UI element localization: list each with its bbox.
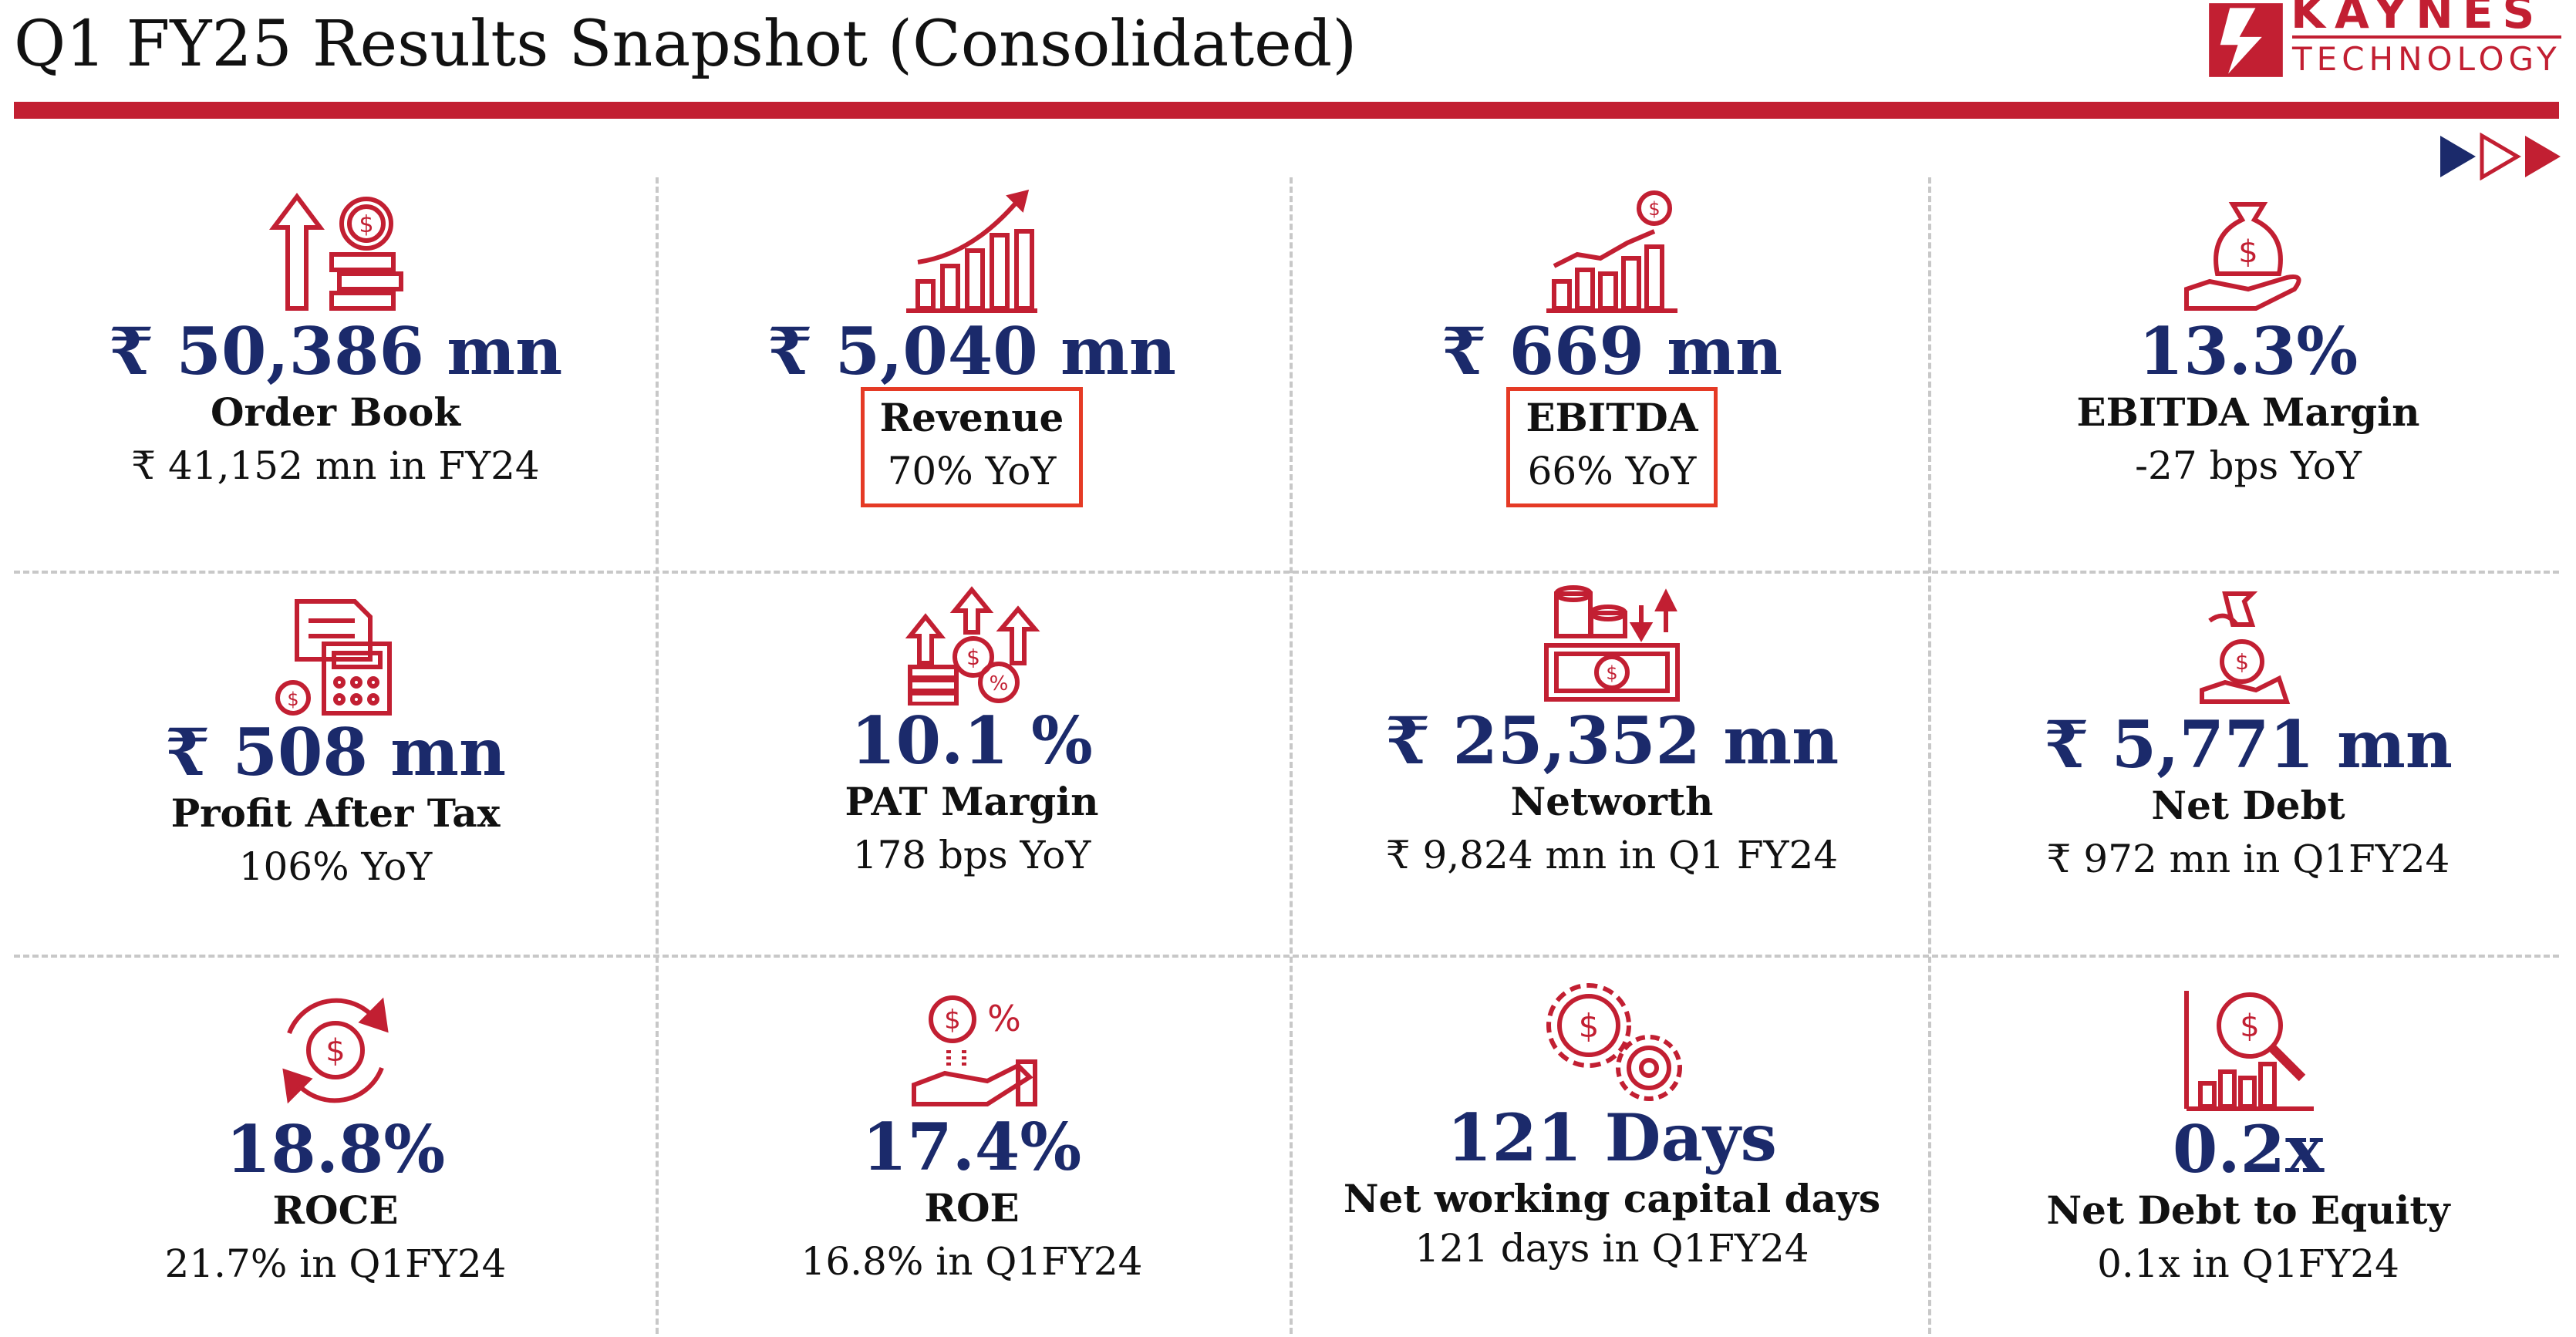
header-divider (14, 102, 2559, 119)
metric-card-ebitda: $ ₹ 669 mn EBITDA 66% YoY (1307, 189, 1917, 508)
metric-sub: -27 bps YoY (2135, 443, 2362, 489)
order-book-icon: $ (269, 193, 403, 311)
svg-text:$: $ (944, 1005, 961, 1036)
metric-card-order-book: $ ₹ 50,386 mn Order Book ₹ 41,152 mn in … (31, 189, 640, 495)
svg-text:$: $ (2235, 649, 2249, 675)
metric-card-roce: $ 18.8% ROCE 21.7% in Q1FY24 (31, 987, 640, 1293)
metric-value: ₹ 5,771 mn (2044, 706, 2453, 783)
metric-card-debt-equity: $ 0.2x Net Debt to Equity 0.1x in Q1FY24 (1944, 987, 2553, 1293)
metric-label: Order Book (210, 389, 461, 436)
growth-percent-icon: $ % (905, 586, 1040, 706)
svg-text:$: $ (1606, 662, 1617, 684)
column-divider (1290, 177, 1293, 1334)
metric-card-ebitda-margin: $ 13.3% EBITDA Margin -27 bps YoY (1944, 189, 2553, 495)
metric-sub: 70% YoY (887, 449, 1057, 494)
metric-label: Networth (1510, 779, 1714, 825)
svg-text:$: $ (2238, 234, 2257, 270)
metric-label: Net Debt (2151, 783, 2345, 829)
metric-sub: 21.7% in Q1FY24 (164, 1241, 507, 1287)
metric-value: 0.2x (2172, 1111, 2325, 1187)
metric-value: 121 Days (1447, 1100, 1777, 1176)
calculator-coins-icon: $ (275, 599, 392, 716)
metric-sub: 0.1x in Q1FY24 (2097, 1241, 2399, 1287)
gears-money-icon: $ (1546, 983, 1682, 1101)
metric-sub: 16.8% in Q1FY24 (801, 1239, 1143, 1285)
company-logo: KAYNES TECHNOLOGY (2206, 0, 2576, 85)
row-divider (14, 571, 2559, 574)
metric-label: Profit After Tax (170, 790, 501, 837)
metric-value: ₹ 25,352 mn (1384, 702, 1839, 779)
kaynes-logo-icon (2209, 3, 2283, 77)
metric-value: ₹ 669 mn (1441, 313, 1783, 389)
metric-label: Net Debt to Equity (2046, 1187, 2450, 1234)
highlight-box: EBITDA 66% YoY (1506, 387, 1718, 508)
metric-card-revenue: ₹ 5,040 mn Revenue 70% YoY (671, 189, 1273, 508)
metric-value: 10.1 % (851, 702, 1093, 779)
column-divider (656, 177, 659, 1334)
metric-label: PAT Margin (845, 779, 1099, 825)
ebitda-chart-icon: $ (1546, 190, 1677, 313)
metric-sub: ₹ 41,152 mn in FY24 (131, 443, 540, 489)
play-arrows-icon (2440, 133, 2561, 180)
metric-card-roe: $ % 17.4% ROE 16.8% in Q1FY24 (671, 988, 1273, 1291)
svg-text:%: % (987, 998, 1021, 1039)
metric-sub: ₹ 972 mn in Q1FY24 (2046, 837, 2450, 882)
metric-card-nwc-days: $ 121 Days Net working capital days 121 … (1307, 975, 1917, 1274)
metric-value: 18.8% (225, 1111, 446, 1187)
metric-label: ROCE (272, 1187, 399, 1234)
logo-wordmark: KAYNES (2291, 0, 2544, 39)
highlight-box: Revenue 70% YoY (860, 387, 1084, 508)
metric-value: ₹ 50,386 mn (108, 313, 563, 389)
metric-card-networth: $ ₹ 25,352 mn Networth ₹ 9,824 mn in Q1 … (1307, 582, 1917, 884)
row-divider (14, 955, 2559, 958)
metric-card-net-debt: $ ₹ 5,771 mn Net Debt ₹ 972 mn in Q1FY24 (1944, 586, 2553, 888)
svg-text:$: $ (325, 1033, 345, 1069)
magnifier-chart-icon: $ (2184, 991, 2314, 1111)
metric-label: ROE (924, 1185, 1020, 1231)
metric-label: Revenue (879, 395, 1064, 441)
metric-sub: 178 bps YoY (852, 833, 1091, 878)
hand-percent-icon: $ % (912, 995, 1037, 1106)
return-cycle-icon: $ (282, 997, 389, 1104)
metric-sub: 106% YoY (238, 844, 433, 890)
metric-label: EBITDA Margin (2076, 389, 2420, 436)
metric-sub: ₹ 9,824 mn in Q1 FY24 (1385, 833, 1839, 878)
metric-card-pat: $ ₹ 508 mn Profit After Tax 106% YoY (31, 598, 640, 896)
hand-money-icon: $ (2200, 591, 2291, 704)
svg-text:$: $ (287, 689, 298, 710)
money-bag-hand-icon: $ (2184, 202, 2301, 311)
metric-sub: 121 days in Q1FY24 (1414, 1226, 1809, 1271)
svg-text:$: $ (1579, 1007, 1600, 1045)
page-title: Q1 FY25 Results Snapshot (Consolidated) (14, 8, 1357, 81)
metric-label: Net working capital days (1343, 1176, 1881, 1222)
metric-value: 17.4% (861, 1109, 1082, 1185)
metric-value: ₹ 5,040 mn (767, 313, 1176, 389)
svg-text:$: $ (359, 211, 373, 238)
metric-value: ₹ 508 mn (164, 714, 507, 790)
revenue-chart-icon (906, 189, 1037, 313)
metric-value: 13.3% (2138, 313, 2359, 389)
metric-label: EBITDA (1526, 395, 1698, 441)
svg-text:$: $ (1648, 198, 1660, 220)
svg-text:$: $ (2240, 1009, 2259, 1044)
cash-stack-icon: $ (1544, 585, 1680, 702)
svg-text:%: % (990, 672, 1009, 695)
column-divider (1928, 177, 1931, 1334)
logo-subtitle: TECHNOLOGY (2292, 35, 2561, 78)
svg-text:$: $ (966, 645, 980, 670)
metric-card-pat-margin: $ % 10.1 % PAT Margin 178 bps YoY (671, 586, 1273, 884)
metric-sub: 66% YoY (1527, 449, 1697, 494)
